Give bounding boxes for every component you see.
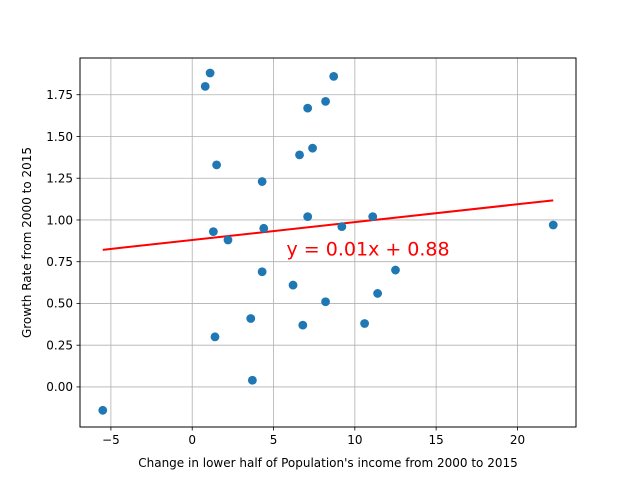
data-point: [303, 212, 313, 222]
x-tick-label: 15: [429, 433, 444, 447]
data-point: [257, 177, 267, 186]
y-tick-label: 1.25: [46, 172, 73, 186]
data-point: [98, 405, 108, 415]
x-axis-label: Change in lower half of Population's inc…: [138, 456, 518, 470]
regression-line: [102, 199, 554, 251]
data-point: [329, 71, 339, 81]
y-tick-label: 0.25: [46, 338, 73, 352]
x-tick-label: 20: [510, 433, 525, 447]
plot-frame: [79, 57, 577, 428]
data-point: [257, 267, 267, 277]
y-tick-label: 0.50: [46, 297, 73, 311]
data-point: [288, 280, 298, 290]
data-point: [295, 150, 304, 160]
x-tick-label: 5: [270, 433, 278, 447]
data-point: [212, 160, 222, 170]
y-axis-label: Growth Rate from 2000 to 2015: [20, 147, 34, 338]
x-axis-ticks: −5 0 5 10 15 20: [102, 427, 525, 447]
y-tick-label: 0.75: [46, 255, 73, 269]
data-point: [246, 314, 256, 323]
data-point: [298, 320, 308, 330]
data-point: [368, 212, 378, 222]
data-point: [337, 222, 347, 232]
data-point: [321, 297, 330, 307]
data-point: [210, 332, 220, 342]
y-axis-ticks: 0.00 0.25 0.50 0.75 1.00 1.25 1.50 1.75: [46, 88, 80, 394]
x-tick-label: 0: [188, 433, 196, 447]
x-tick-label: −5: [102, 433, 120, 447]
data-point: [205, 68, 215, 78]
data-point: [259, 223, 269, 233]
data-point: [373, 289, 382, 298]
regression-equation: y = 0.01x + 0.88: [287, 238, 450, 260]
x-tick-label: 10: [347, 433, 362, 447]
y-tick-label: 1.50: [46, 130, 73, 144]
points-layer: [98, 68, 558, 415]
data-point: [200, 81, 210, 91]
y-tick-label: 0.00: [46, 380, 73, 394]
data-point: [308, 143, 317, 153]
data-point: [208, 227, 218, 237]
data-point: [391, 265, 400, 275]
data-point: [360, 319, 369, 328]
data-point: [223, 235, 233, 245]
regression-line-layer: [102, 199, 554, 251]
data-point: [548, 220, 558, 230]
data-point: [303, 103, 313, 113]
data-point: [247, 375, 257, 385]
y-tick-label: 1.00: [46, 213, 73, 227]
grid: [80, 58, 576, 427]
y-tick-label: 1.75: [46, 88, 73, 102]
data-point: [321, 97, 330, 106]
